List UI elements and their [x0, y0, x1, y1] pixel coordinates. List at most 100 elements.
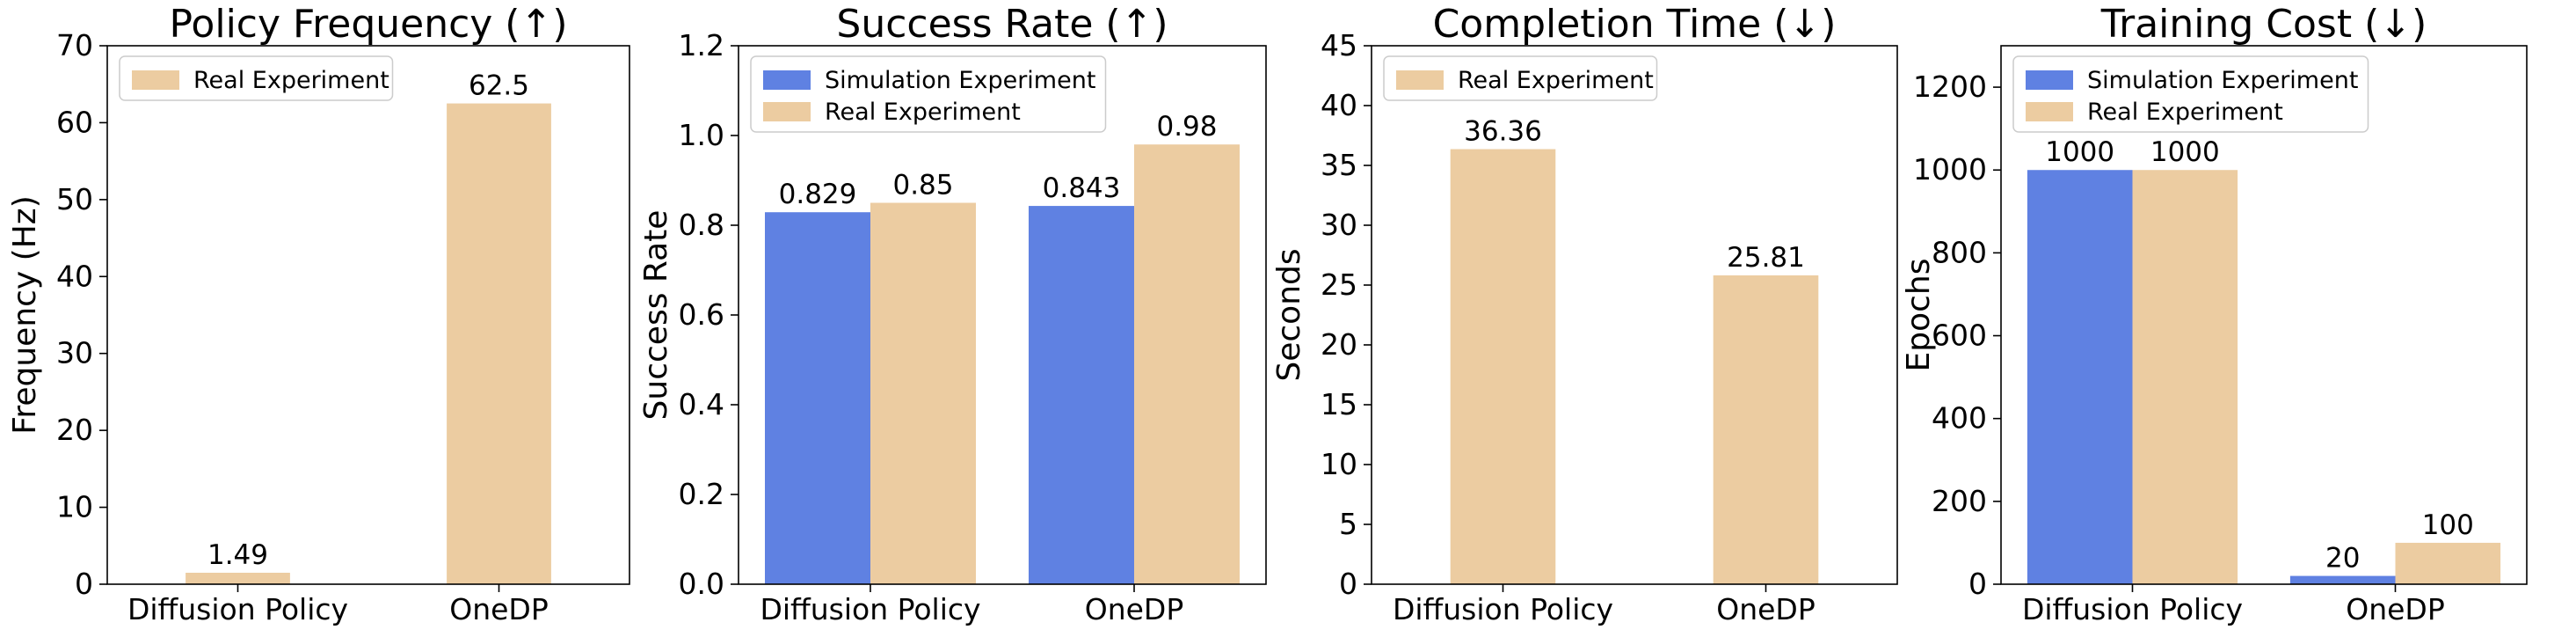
legend-box	[750, 55, 1107, 133]
bar-real-experiment-0	[2132, 170, 2238, 584]
legend-swatch	[1396, 70, 1444, 90]
y-tick-label: 35	[1321, 148, 1357, 182]
y-axis-label: Seconds	[1271, 248, 1307, 381]
y-axis-label: Frequency (Hz)	[7, 195, 43, 434]
legend-swatch	[763, 70, 811, 90]
bar-real-experiment-0	[186, 572, 290, 584]
y-tick-label: 800	[1932, 235, 1987, 269]
legend-box	[119, 55, 394, 101]
y-tick-label: 400	[1932, 401, 1987, 436]
y-tick-label: 10	[1321, 447, 1357, 481]
data-label: 0.98	[1156, 111, 1217, 143]
y-tick-label: 30	[56, 336, 93, 370]
y-tick-label: 25	[1321, 267, 1357, 302]
y-tick-label: 0	[75, 567, 93, 601]
data-label: 1.49	[207, 539, 268, 571]
legend-entry: Real Experiment	[825, 99, 1021, 126]
x-tick-label: Diffusion Policy	[1393, 592, 1613, 626]
y-tick-label: 0	[1968, 567, 1987, 601]
chart-panel-2: Success Rate (↑) Success Rate 0.829 0.843 0.…	[638, 2, 1267, 626]
legend: Real Experiment	[1383, 55, 1658, 101]
y-tick-label: 1.2	[679, 28, 724, 62]
data-label: 1000	[2150, 136, 2220, 168]
chart-title: Policy Frequency (↑)	[169, 2, 567, 47]
data-label: 62.5	[469, 70, 529, 102]
y-tick-label: 15	[1321, 387, 1357, 421]
y-tick-label: 10	[56, 490, 93, 524]
legend-entry: Simulation Experiment	[825, 67, 1095, 94]
y-tick-label: 1200	[1913, 70, 1987, 104]
legend: Simulation Experiment Real Experiment	[2012, 55, 2369, 133]
x-tick-label: OneDP	[1716, 592, 1816, 626]
x-tick-label: Diffusion Policy	[760, 592, 980, 626]
y-axis-label: Epochs	[1901, 259, 1937, 372]
data-label: 100	[2422, 509, 2474, 541]
bar-simulation-experiment-0	[765, 212, 870, 584]
legend-entry: Real Experiment	[193, 67, 389, 94]
data-label: 20	[2325, 543, 2360, 575]
legend-swatch	[132, 70, 179, 90]
legend-swatch	[2026, 70, 2073, 90]
y-tick-label: 1.0	[679, 118, 724, 152]
bar-real-experiment-1	[1134, 144, 1240, 584]
bar-real-experiment-0	[870, 202, 976, 584]
legend: Simulation Experiment Real Experiment	[750, 55, 1107, 133]
y-tick-label: 0.0	[679, 567, 724, 601]
chart-title: Success Rate (↑)	[836, 2, 1168, 47]
y-tick-label: 1000	[1913, 152, 1987, 187]
legend-swatch	[2026, 102, 2073, 121]
x-tick-label: OneDP	[449, 592, 549, 626]
legend: Real Experiment	[119, 55, 394, 101]
y-tick-label: 0.2	[679, 477, 724, 511]
bar-real-experiment-1	[447, 103, 551, 585]
legend-swatch	[763, 102, 811, 121]
legend-box	[1383, 55, 1658, 101]
y-tick-label: 40	[1321, 88, 1357, 122]
data-label: 0.843	[1043, 172, 1121, 204]
bar-simulation-experiment-1	[1029, 206, 1134, 584]
legend-entry: Real Experiment	[1458, 67, 1654, 94]
bar-simulation-experiment-1	[2289, 575, 2396, 584]
data-label: 0.85	[892, 170, 953, 201]
legend-box	[2012, 55, 2369, 133]
y-tick-label: 0.8	[679, 208, 724, 242]
data-label: 25.81	[1727, 242, 1805, 274]
y-tick-label: 40	[56, 259, 93, 293]
data-label: 36.36	[1464, 116, 1542, 148]
x-tick-label: Diffusion Policy	[127, 592, 348, 626]
legend-entry: Simulation Experiment	[2087, 67, 2358, 94]
plot-frame	[106, 45, 630, 585]
y-tick-label: 600	[1932, 318, 1987, 353]
chart-panel-3: Completion Time (↓) Seconds 36.36 25.81 0 5 10…	[1271, 2, 1898, 626]
x-tick-label: Diffusion Policy	[2022, 592, 2243, 626]
y-tick-label: 0.6	[679, 297, 724, 332]
bar-real-experiment-1	[2395, 542, 2501, 584]
plot-frame	[2000, 45, 2528, 585]
bar-real-experiment-0	[1450, 149, 1556, 584]
chart-title: Training Cost (↓)	[2100, 2, 2427, 47]
y-tick-label: 20	[56, 413, 93, 447]
y-tick-label: 0.4	[679, 387, 724, 421]
y-tick-label: 45	[1321, 28, 1357, 62]
y-tick-label: 60	[56, 105, 93, 139]
x-tick-label: OneDP	[2346, 592, 2445, 626]
chart-title: Completion Time (↓)	[1433, 2, 1837, 47]
data-label: 0.829	[779, 179, 857, 210]
y-tick-label: 30	[1321, 208, 1357, 242]
chart-panel-1: Policy Frequency (↑) Frequency (Hz) 1.49 62…	[7, 2, 630, 626]
bar-real-experiment-1	[1713, 275, 1819, 584]
plot-frame	[1371, 45, 1898, 585]
y-tick-label: 50	[56, 182, 93, 216]
legend-entry: Real Experiment	[2087, 99, 2283, 126]
x-tick-label: OneDP	[1085, 592, 1184, 626]
y-tick-label: 70	[56, 28, 93, 62]
y-tick-label: 200	[1932, 484, 1987, 518]
y-tick-label: 5	[1339, 507, 1357, 541]
y-axis-label: Success Rate	[638, 210, 674, 421]
y-tick-label: 0	[1339, 567, 1357, 601]
data-label: 1000	[2045, 136, 2114, 168]
bar-simulation-experiment-0	[2027, 170, 2133, 584]
y-tick-label: 20	[1321, 327, 1357, 362]
chart-panel-4: Training Cost (↓)Epochs10002010001000200…	[1901, 2, 2528, 626]
